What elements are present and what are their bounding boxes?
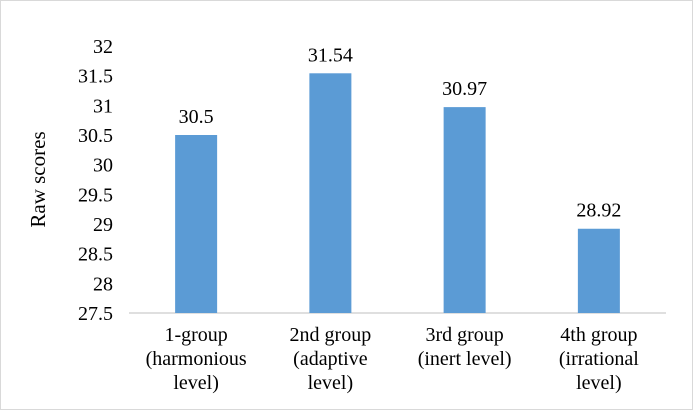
y-tick-label: 30.5: [78, 125, 113, 147]
x-category-label-line: (adaptive: [293, 348, 368, 370]
data-label: 31.54: [308, 44, 353, 66]
bar: [309, 73, 352, 313]
y-tick-label: 27.5: [78, 303, 113, 325]
y-tick-label: 30: [93, 155, 113, 177]
bar: [443, 107, 486, 313]
y-tick-label: 29: [93, 214, 113, 236]
x-category-label: 2nd group (adaptive level): [290, 324, 372, 394]
bar: [577, 228, 620, 313]
y-tick-label: 28: [93, 273, 113, 295]
x-category-label: 1-group (harmonious level): [146, 324, 247, 394]
bar: [175, 135, 218, 313]
x-category-label-line: 1-group: [164, 324, 227, 346]
x-category-label-line: level): [576, 372, 622, 394]
data-labels: 30.5 31.54 30.97 28.92: [179, 44, 622, 221]
y-tick-label: 31.5: [78, 66, 113, 88]
x-category-label-line: 3rd group: [425, 324, 503, 346]
data-label: 30.5: [179, 106, 214, 128]
x-category-label-line: level): [308, 372, 354, 394]
x-category-label-line: (harmonious: [146, 348, 247, 370]
bars: [175, 73, 620, 313]
x-category-label-line: 2nd group: [290, 324, 372, 346]
y-tick-label: 29.5: [78, 184, 113, 206]
x-category-label-line: level): [173, 372, 219, 394]
x-category-label-line: (irrational: [559, 348, 639, 370]
category-labels: 1-group (harmonious level)2nd group (adapti…: [146, 324, 640, 394]
y-tick-label: 28.5: [78, 244, 113, 266]
y-tick-label: 31: [93, 95, 113, 117]
data-label: 30.97: [442, 78, 487, 100]
x-category-label-line: 4th group: [560, 324, 637, 346]
x-category-label: 4th group (irrational level): [559, 324, 639, 394]
data-label: 28.92: [576, 200, 621, 222]
y-axis-ticks: 27.5 28 28.5 29 29.5 30 30.5 31 31.5 32: [78, 36, 113, 325]
x-category-label-line: (inert level): [418, 348, 512, 370]
y-axis-title: Raw scores: [26, 131, 50, 227]
x-category-label: 3rd group (inert level): [418, 324, 512, 370]
y-tick-label: 32: [93, 36, 113, 58]
